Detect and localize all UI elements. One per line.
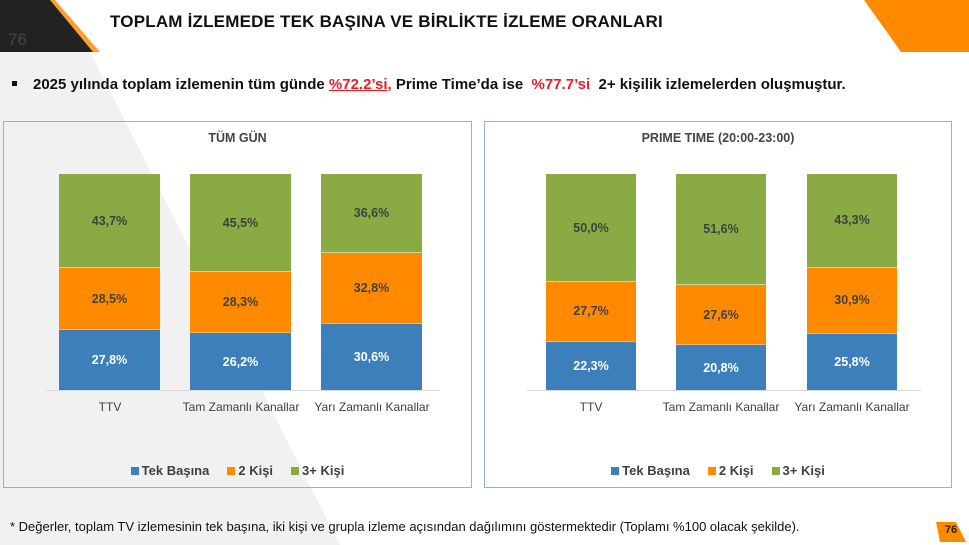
highlight-prime-time: %77.7’si bbox=[531, 76, 591, 93]
segment-tek-basina: 22,3% bbox=[546, 341, 636, 390]
stacked-bar-yari-zamanli: 25,8% 30,9% 43,3% bbox=[807, 174, 897, 390]
segment-tek-basina: 25,8% bbox=[807, 334, 897, 390]
stacked-bar-yari-zamanli: 30,6% 32,8% 36,6% bbox=[321, 174, 422, 390]
summary-bullet: 2025 yılında toplam izlemenin tüm günde … bbox=[12, 76, 846, 93]
chart-prime-time: PRIME TIME (20:00-23:00) 22,3% 27,7% 50,… bbox=[484, 121, 952, 488]
x-label-yari-zamanli: Yarı Zamanlı Kanallar bbox=[794, 400, 910, 414]
legend-item-2-kisi: 2 Kişi bbox=[227, 463, 273, 478]
footnote: * Değerler, toplam TV izlemesinin tek ba… bbox=[10, 519, 800, 534]
badge-shape-icon bbox=[936, 522, 966, 542]
legend-item-tek-basina: Tek Başına bbox=[130, 463, 209, 478]
x-label-tam-zamanli: Tam Zamanlı Kanallar bbox=[662, 400, 780, 414]
page-title: TOPLAM İZLEMEDE TEK BAŞINA VE BİRLİKTE İ… bbox=[110, 12, 663, 31]
segment-2-kisi: 30,9% bbox=[807, 267, 897, 335]
legend-swatch-icon bbox=[611, 466, 620, 475]
chart-legend: Tek Başına 2 Kişi 3+ Kişi bbox=[485, 463, 951, 478]
legend-item-3-plus-kisi: 3+ Kişi bbox=[771, 463, 825, 478]
highlight-all-day: %72.2’si, bbox=[328, 76, 392, 93]
chart-all-day: TÜM GÜN 27,8% 28,5% 43,7% 26,2% 28,3% 45… bbox=[3, 121, 472, 488]
legend-item-2-kisi: 2 Kişi bbox=[707, 463, 754, 478]
segment-2-kisi: 27,7% bbox=[546, 282, 636, 342]
segment-3-plus-kisi: 43,7% bbox=[59, 174, 160, 269]
summary-text-3: 2+ kişilik izlemelerden oluşmuştur. bbox=[590, 76, 846, 93]
segment-3-plus-kisi: 51,6% bbox=[676, 174, 766, 286]
segment-tek-basina: 27,8% bbox=[59, 329, 160, 390]
x-label-tam-zamanli: Tam Zamanlı Kanallar bbox=[182, 400, 300, 414]
legend-swatch-icon bbox=[291, 466, 300, 475]
x-label-ttv: TTV bbox=[579, 400, 603, 414]
segment-tek-basina: 30,6% bbox=[321, 323, 422, 390]
legend-item-tek-basina: Tek Başına bbox=[611, 463, 690, 478]
chart-title: TÜM GÜN bbox=[208, 131, 267, 145]
segment-2-kisi: 28,3% bbox=[190, 272, 291, 334]
bullet-icon bbox=[12, 80, 17, 86]
chart-title: PRIME TIME (20:00-23:00) bbox=[641, 131, 795, 145]
stacked-bar-ttv: 22,3% 27,7% 50,0% bbox=[546, 174, 636, 390]
segment-2-kisi: 28,5% bbox=[59, 268, 160, 330]
segment-3-plus-kisi: 45,5% bbox=[190, 174, 291, 273]
x-axis-line bbox=[46, 390, 440, 391]
legend-swatch-icon bbox=[707, 466, 716, 475]
legend-item-3-plus-kisi: 3+ Kişi bbox=[291, 463, 344, 478]
chart-legend: Tek Başına 2 Kişi 3+ Kişi bbox=[4, 463, 471, 478]
segment-2-kisi: 32,8% bbox=[321, 253, 422, 324]
segment-3-plus-kisi: 36,6% bbox=[321, 174, 422, 254]
stacked-bar-tam-zamanli: 20,8% 27,6% 51,6% bbox=[676, 174, 766, 390]
legend-swatch-icon bbox=[130, 466, 139, 475]
summary-text-2: Prime Time’da ise bbox=[391, 76, 532, 93]
x-axis-line bbox=[527, 390, 921, 391]
stacked-bar-tam-zamanli: 26,2% 28,3% 45,5% bbox=[190, 174, 291, 390]
corner-decoration-right bbox=[864, 0, 969, 52]
x-label-ttv: TTV bbox=[98, 400, 122, 414]
segment-tek-basina: 26,2% bbox=[190, 333, 291, 390]
segment-3-plus-kisi: 50,0% bbox=[546, 174, 636, 283]
page-number-badge: 76 bbox=[936, 522, 966, 542]
x-label-yari-zamanli: Yarı Zamanlı Kanallar bbox=[314, 400, 430, 414]
corner-decoration-left bbox=[0, 0, 100, 52]
segment-tek-basina: 20,8% bbox=[676, 345, 766, 390]
segment-3-plus-kisi: 43,3% bbox=[807, 174, 897, 268]
legend-swatch-icon bbox=[771, 466, 780, 475]
segment-2-kisi: 27,6% bbox=[676, 285, 766, 346]
summary-text-1: 2025 yılında toplam izlemenin tüm günde bbox=[33, 76, 329, 93]
legend-swatch-icon bbox=[227, 466, 236, 475]
page-number-top: 76 bbox=[8, 30, 27, 49]
stacked-bar-ttv: 27,8% 28,5% 43,7% bbox=[59, 174, 160, 390]
